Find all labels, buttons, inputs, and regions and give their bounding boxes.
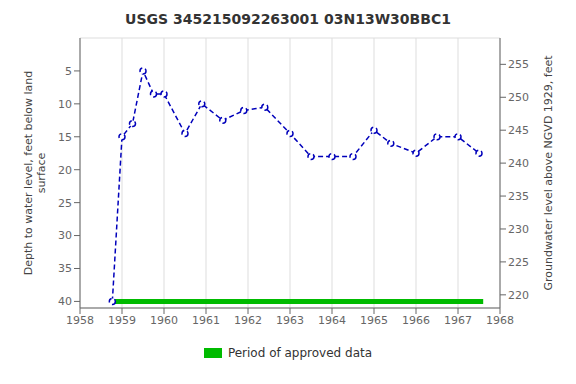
html-text:Period of approved data: Period of approved data xyxy=(227,346,373,360)
svg-text:1959: 1959 xyxy=(108,314,136,327)
svg-text:surface: surface xyxy=(35,152,48,193)
svg-text:1963: 1963 xyxy=(276,314,304,327)
svg-text:30: 30 xyxy=(58,229,72,242)
svg-text:225: 225 xyxy=(508,256,529,269)
svg-text:1966: 1966 xyxy=(402,314,430,327)
svg-text:15: 15 xyxy=(58,131,72,144)
svg-text:255: 255 xyxy=(508,58,529,71)
svg-text:Depth to water level, feet bel: Depth to water level, feet below land xyxy=(22,71,35,276)
svg-text:1958: 1958 xyxy=(66,314,94,327)
svg-text:20: 20 xyxy=(58,164,72,177)
svg-text:1967: 1967 xyxy=(444,314,472,327)
svg-text:1962: 1962 xyxy=(234,314,262,327)
svg-text:1960: 1960 xyxy=(150,314,178,327)
svg-text:1965: 1965 xyxy=(360,314,388,327)
svg-text:250: 250 xyxy=(508,91,529,104)
svg-text:230: 230 xyxy=(508,223,529,236)
svg-text:220: 220 xyxy=(508,289,529,302)
svg-text:1968: 1968 xyxy=(486,314,514,327)
svg-text:25: 25 xyxy=(58,197,72,210)
svg-text:235: 235 xyxy=(508,190,529,203)
svg-text:35: 35 xyxy=(58,262,72,275)
svg-text:5: 5 xyxy=(65,65,72,78)
svg-text:245: 245 xyxy=(508,124,529,137)
html-text:USGS 345215092263001 03N13W30B: USGS 345215092263001 03N13W30BBC1 xyxy=(125,11,451,27)
svg-text:10: 10 xyxy=(58,98,72,111)
svg-text:1964: 1964 xyxy=(318,314,346,327)
svg-text:240: 240 xyxy=(508,157,529,170)
svg-text:1961: 1961 xyxy=(192,314,220,327)
svg-text:Groundwater level above NGVD 1: Groundwater level above NGVD 1929, feet xyxy=(542,55,555,291)
svg-text:40: 40 xyxy=(58,295,72,308)
